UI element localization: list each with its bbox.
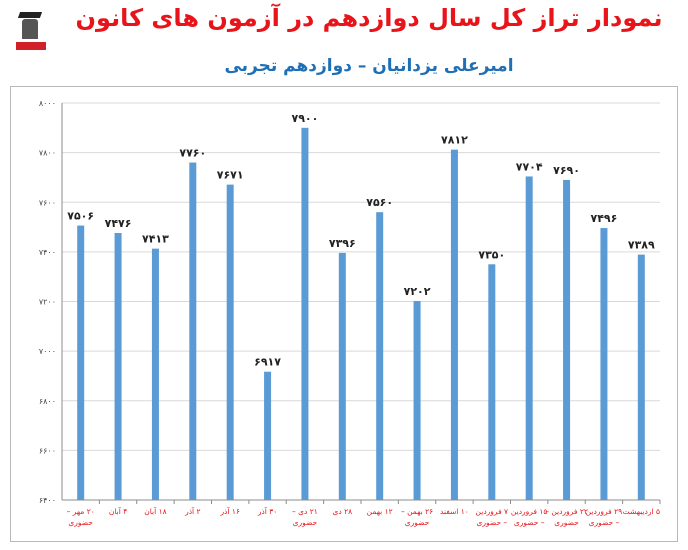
x-tick-label: ۱۸ آبان: [144, 506, 166, 516]
x-tick-label: ۱۰ اسفند: [440, 507, 469, 516]
x-tick-label: ۲۱ دی –: [292, 507, 318, 516]
bar: [114, 233, 122, 500]
x-tick-label: حضوری: [405, 518, 430, 527]
bar: [226, 184, 234, 500]
page-title: نمودار تراز کل سال دوازدهم در آزمون های …: [75, 4, 663, 32]
data-label: ۷۹۰۰: [292, 112, 319, 125]
page-subtitle: امیرعلی یزدانیان – دوازدهم تجربی: [224, 56, 514, 76]
bar: [151, 248, 159, 500]
y-tick-label: ۶۶۰۰: [39, 446, 56, 455]
y-tick-label: ۷۶۰۰: [39, 198, 56, 207]
x-tick-label: – حضوری: [514, 518, 545, 527]
x-tick-label: ۲۸ دی: [332, 507, 352, 516]
bar: [376, 212, 384, 501]
x-tick-label: – حضوری: [476, 518, 507, 527]
data-label: ۷۴۱۳: [142, 233, 169, 246]
x-tick-label: ۱۵ فروردین: [511, 507, 548, 516]
x-tick-label: ۲ آذر: [184, 506, 200, 516]
x-tick-label: – حضوری: [589, 518, 620, 527]
x-tick-label: ۲۰ مهر –: [67, 507, 95, 516]
y-tick-label: ۷۸۰۰: [39, 149, 56, 158]
y-tick-label: ۶۴۰۰: [39, 496, 56, 505]
data-label: ۷۳۹۶: [329, 237, 356, 250]
data-label: ۶۹۱۷: [254, 356, 281, 369]
y-tick-label: ۷۴۰۰: [39, 248, 56, 257]
bar: [189, 162, 197, 501]
bar: [525, 176, 533, 500]
x-tick-label: ۲۹ فروردین: [586, 507, 623, 516]
bar: [413, 301, 421, 500]
bar: [563, 179, 571, 500]
x-tick-label: ۲۶ بهمن –: [401, 507, 433, 516]
data-label: ۷۷۶۰: [179, 147, 206, 160]
bar: [450, 149, 458, 500]
x-tick-label: حضوری: [68, 518, 93, 527]
x-tick-label: ۱۲ بهمن: [367, 507, 393, 516]
y-tick-label: ۷۲۰۰: [39, 298, 56, 307]
data-label: ۷۳۵۰: [478, 248, 505, 261]
data-label: ۷۷۰۴: [516, 160, 543, 173]
x-tick-label: ۱۶ آذر: [219, 506, 240, 516]
y-tick-label: ۸۰۰۰: [39, 99, 56, 108]
data-label: ۷۳۸۹: [628, 239, 655, 252]
bar: [600, 228, 608, 500]
bar: [301, 127, 309, 500]
x-tick-label: ۳۰ آذر: [257, 506, 278, 516]
bar: [637, 254, 645, 500]
bar: [77, 225, 85, 501]
logo-icon: [8, 6, 46, 50]
data-label: ۷۶۹۰: [553, 164, 580, 177]
x-tick-label: ۵ اردیبهشت: [623, 507, 660, 516]
x-tick-label: ۴ آبان: [109, 506, 127, 516]
y-tick-label: ۶۸۰۰: [39, 397, 56, 406]
data-label: ۷۲۰۲: [404, 285, 431, 298]
data-label: ۷۴۷۶: [105, 217, 132, 230]
data-label: ۷۵۶۰: [366, 196, 393, 209]
bar: [488, 264, 496, 500]
data-label: ۷۴۹۶: [591, 212, 618, 225]
data-label: ۷۸۱۲: [441, 134, 468, 147]
x-tick-label: حضوری: [554, 518, 579, 527]
data-label: ۷۵۰۶: [67, 210, 94, 223]
bar: [338, 252, 346, 500]
chart-frame: [10, 86, 678, 542]
data-label: ۷۶۷۱: [217, 169, 244, 182]
x-tick-label: ۷ فروردین: [476, 507, 509, 516]
x-tick-label: حضوری: [293, 518, 318, 527]
x-tick-label: ۲۲ فروردین –: [545, 507, 588, 516]
y-tick-label: ۷۰۰۰: [39, 347, 56, 356]
bar: [264, 371, 272, 500]
